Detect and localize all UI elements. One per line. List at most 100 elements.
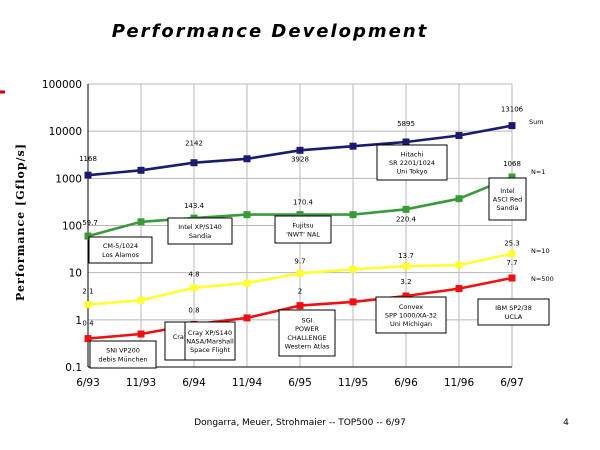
series-marker [296, 146, 304, 154]
data-label: 25.3 [504, 240, 520, 248]
annotation-text: Intel XP/S140 [178, 223, 222, 231]
annotation-text: 'NWT' NAL [286, 230, 320, 238]
x-tick-label: 6/93 [76, 377, 100, 389]
data-label: 4.8 [188, 271, 199, 279]
annotation-text: NASA/Marshall [186, 338, 234, 346]
series-marker [455, 285, 463, 293]
annotation-frame [167, 217, 233, 245]
series-marker [190, 284, 198, 292]
series-marker [402, 205, 410, 213]
series-label: Sum [529, 118, 544, 126]
page-number: 4 [563, 418, 569, 428]
series-marker [296, 211, 304, 219]
series-marker [508, 122, 516, 130]
series-marker [402, 138, 410, 146]
y-tick-label: 10000 [49, 126, 82, 138]
annotation-text: Sandia [189, 232, 211, 240]
annotation-text: Western Atlas [285, 342, 330, 350]
annotation-text: SNI VP200 [106, 347, 140, 355]
annotation-text: Los Alamos [102, 251, 139, 259]
annotation-text: Space Flight [190, 346, 230, 354]
data-label: 9.7 [294, 257, 305, 265]
x-tick-label: 6/96 [394, 377, 418, 389]
annotation-frame [488, 177, 527, 221]
data-label: 13.7 [398, 252, 414, 260]
data-label: 7.7 [506, 259, 517, 267]
data-label: 5895 [397, 120, 415, 128]
series-lines [84, 122, 516, 343]
data-label: 13106 [501, 106, 524, 114]
annotation-box: Fujitsu'NWT' NAL [274, 215, 332, 244]
series-marker [190, 159, 198, 167]
y-tick-label: 1 [75, 315, 82, 327]
annotation-text: POWER [295, 325, 320, 333]
series-marker [349, 142, 357, 150]
x-tick-label: 11/94 [232, 377, 263, 389]
series-marker [84, 335, 92, 343]
series-marker [349, 265, 357, 273]
series-marker [243, 211, 251, 219]
annotation-text: IBM SP2/38 [495, 304, 532, 312]
y-axis-label: Performance [Gflop/s] [14, 143, 27, 301]
series-marker [84, 232, 92, 240]
x-tick-label: 6/94 [182, 377, 206, 389]
series-marker [349, 298, 357, 306]
annotation-frame [278, 309, 336, 357]
x-tick-label: 11/96 [444, 377, 475, 389]
annotation-text: Fujitsu [292, 222, 313, 230]
series-marker [296, 302, 304, 310]
annotation-text: UCLA [505, 313, 523, 321]
annotation-text: ASCI Red [493, 196, 522, 204]
series-marker [402, 262, 410, 270]
annotation-frame [376, 144, 448, 181]
data-label: 59.7 [82, 219, 98, 227]
y-tick-label: 1000 [55, 173, 82, 185]
data-label: 0.8 [188, 306, 199, 314]
x-tick-label: 6/97 [500, 377, 524, 389]
data-label: 220.4 [396, 215, 417, 223]
data-label: 3928 [291, 155, 309, 163]
series-marker [243, 279, 251, 287]
annotation-text: Hitachi [401, 150, 424, 158]
annotation-text: SPP 1000/XA-32 [385, 312, 437, 320]
series-marker [508, 274, 516, 282]
series-marker [243, 155, 251, 163]
annotation-text: Convex [399, 303, 423, 311]
data-label: 2142 [185, 140, 203, 148]
annotation-text: Intel [500, 187, 515, 195]
y-tick-label: 10 [69, 268, 82, 280]
series-marker [349, 211, 357, 219]
series-marker [137, 166, 145, 174]
y-tick-label: 100 [62, 221, 82, 233]
series-marker [402, 292, 410, 300]
annotation-text: CHALLENGE [287, 334, 326, 342]
annotation-frame [477, 298, 550, 326]
series-marker [84, 171, 92, 179]
annotation-frame [274, 215, 332, 244]
annotation-frame [184, 321, 236, 361]
annotation-frame [89, 340, 157, 369]
y-tick-label: 100000 [42, 79, 82, 91]
x-tick-label: 6/95 [288, 377, 312, 389]
x-tick-label: 11/93 [126, 377, 156, 389]
annotation-text: debis München [98, 355, 147, 363]
annotation-text: SGI [301, 317, 312, 325]
annotation-frame [88, 236, 153, 264]
annotation-text: SR 2201/1024 [389, 159, 435, 167]
annotation-text: Uni Michigan [390, 320, 432, 328]
series-marker [137, 330, 145, 338]
data-label: 2.1 [82, 288, 93, 296]
y-tick-label: 0.1 [65, 362, 82, 374]
axes: 0.1 1 10 100 1000 10000 100000 6/93 11/93 6/94 11/… [42, 79, 524, 389]
